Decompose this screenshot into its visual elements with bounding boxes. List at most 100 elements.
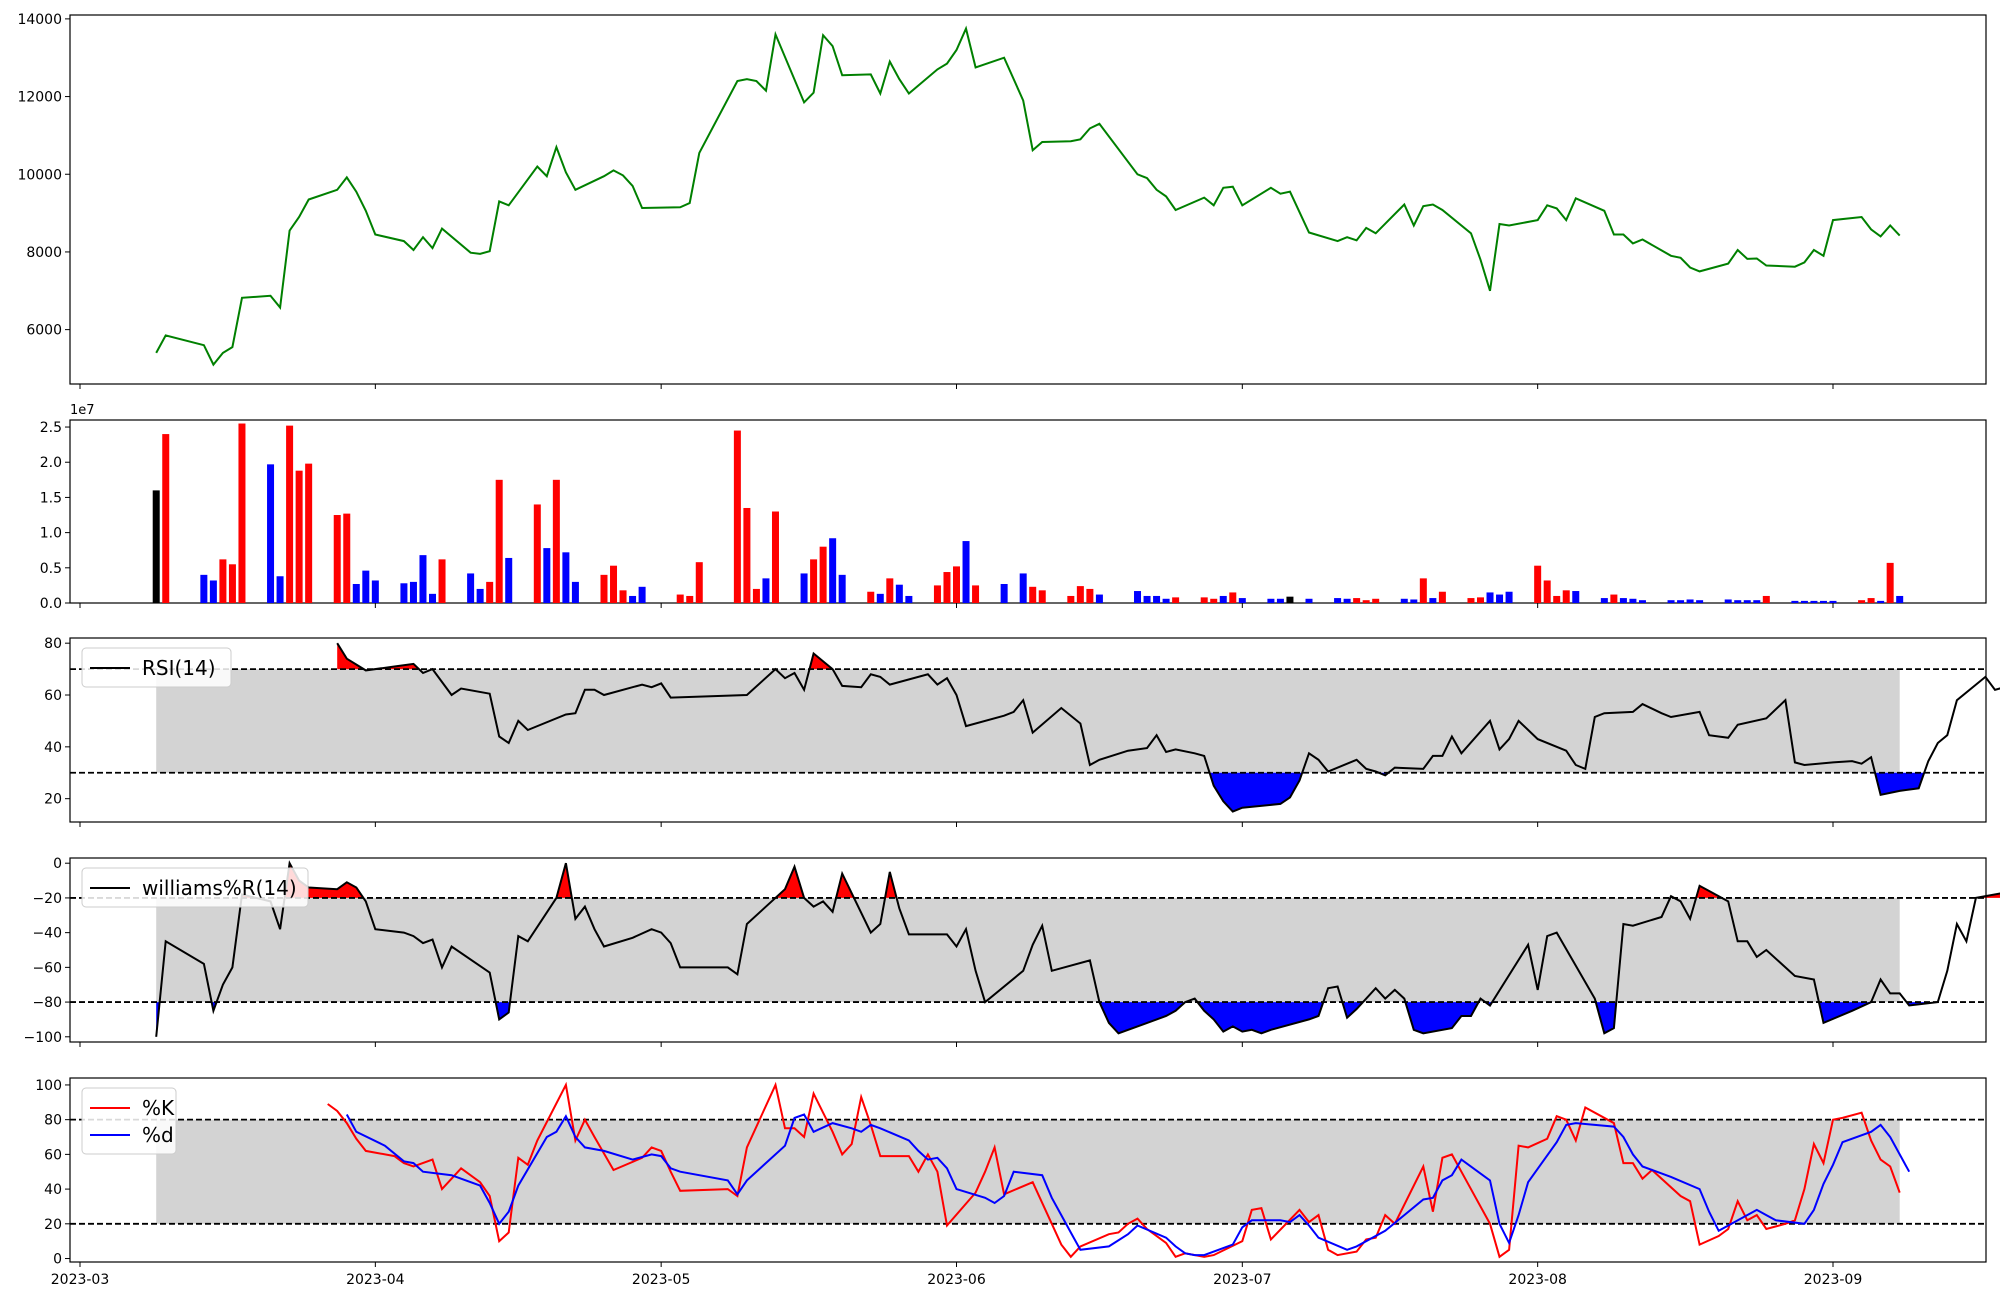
volume-bar [1829, 600, 1837, 603]
volume-bar [438, 559, 446, 603]
volume-bar [1677, 600, 1685, 603]
axes-frame [69, 857, 1987, 1043]
volume-bar [1334, 598, 1342, 603]
overbought-fill [337, 643, 364, 670]
volume-bar [629, 595, 637, 603]
volume-bar [200, 574, 208, 603]
oversold-fill [1405, 1002, 1479, 1034]
y-tick-label: 2.0 [40, 455, 62, 471]
volume-bar [1238, 598, 1246, 603]
volume-bar [686, 595, 694, 603]
volume-bar [1543, 580, 1551, 603]
volume-bar [1476, 597, 1484, 603]
x-tick-label: 2023-08 [1508, 1272, 1567, 1288]
volume-bar [152, 490, 160, 603]
volume-bar [800, 573, 808, 603]
volume-bar [1067, 595, 1075, 603]
oversold-fill [1099, 1002, 1186, 1034]
volume-bar [562, 552, 570, 603]
volume-bar [1267, 598, 1275, 603]
y-tick-label: 0 [53, 856, 62, 872]
volume-bar [1372, 598, 1380, 603]
volume-bar [1638, 600, 1646, 603]
volume-bar [676, 594, 684, 603]
volume-bar [886, 578, 894, 603]
volume-bar [1686, 599, 1694, 603]
volume-bar [1753, 600, 1761, 603]
y-tick-label: 40 [44, 1182, 62, 1198]
volume-bar [1534, 565, 1542, 603]
volume-bar [1810, 600, 1818, 603]
volume-bar [1029, 586, 1037, 603]
volume-bar [1791, 600, 1799, 603]
x-tick-label: 2023-09 [1804, 1272, 1863, 1288]
y-tick-label: 80 [44, 636, 62, 652]
volume-bar [209, 580, 217, 603]
x-tick-label: 2023-03 [51, 1272, 110, 1288]
y-tick-label: 10000 [17, 167, 62, 183]
volume-bar [1210, 598, 1218, 603]
y-tick-label: −80 [32, 995, 62, 1011]
volume-bar [486, 581, 494, 603]
volume-bar [1886, 562, 1894, 603]
volume-bar [895, 584, 903, 603]
volume-bar [1724, 599, 1732, 603]
volume-bar [238, 423, 246, 603]
legend-box [81, 1087, 177, 1155]
stochastic-panel: 0 20 40 60 80 100 %K %d [35, 1077, 1987, 1268]
volume-bar [343, 513, 351, 603]
volume-bar [162, 434, 170, 603]
volume-bar [829, 538, 837, 603]
legend-box [81, 647, 232, 688]
volume-bar [228, 564, 236, 603]
volume-bar [1553, 595, 1561, 603]
volume-bar [1505, 591, 1513, 603]
volume-bar [1019, 573, 1027, 603]
volume-bar [543, 548, 551, 603]
volume-bar [1143, 595, 1151, 603]
volume-bar [1486, 592, 1494, 603]
price-line [155, 25, 1901, 367]
axes-frame [69, 14, 1987, 385]
volume-bar [1276, 598, 1284, 603]
volume-bar [1153, 595, 1161, 603]
volume-bar [1086, 588, 1094, 603]
price-panel: 6000 8000 10000 12000 14000 [17, 12, 1987, 385]
volume-bar [743, 507, 751, 603]
volume-bar [1600, 598, 1608, 603]
y-tick-label: 1.0 [40, 526, 62, 542]
oversold-fill [1595, 1002, 1617, 1034]
volume-bar [1429, 598, 1437, 603]
volume-bar [1734, 600, 1742, 603]
volume-bar [409, 581, 417, 603]
oversold-fill [1209, 772, 1303, 812]
volume-bar [1162, 598, 1170, 603]
x-axis: 2023-03 2023-04 2023-05 2023-06 2023-07 2023-… [51, 384, 1863, 1288]
volume-bar [533, 504, 541, 603]
volume-bar [752, 588, 760, 603]
volume-bar [762, 578, 770, 603]
y-tick-label: 0 [53, 1252, 62, 1268]
legend-label: RSI(14) [142, 656, 216, 680]
volume-bar [733, 430, 741, 603]
volume-bar [1800, 600, 1808, 603]
volume-bar [1000, 583, 1008, 603]
volume-bar [286, 425, 294, 603]
volume-bar [476, 588, 484, 603]
volume-bar [1095, 594, 1103, 603]
legend-label: %d [142, 1123, 174, 1147]
legend-label: williams%R(14) [142, 876, 297, 900]
x-tick-label: 2023-07 [1213, 1272, 1272, 1288]
volume-bar [1610, 594, 1618, 603]
overbought-fill [836, 873, 854, 898]
volume-bar [933, 585, 941, 603]
volume-bar [867, 591, 875, 603]
y-tick-label: 2.5 [40, 420, 62, 436]
volume-bar [1629, 598, 1637, 603]
y-tick-label: 60 [44, 688, 62, 704]
williams-line [155, 860, 2000, 1037]
y-tick-label: 40 [44, 740, 62, 756]
volume-bar [972, 585, 980, 603]
volume-bar [1896, 595, 1904, 603]
